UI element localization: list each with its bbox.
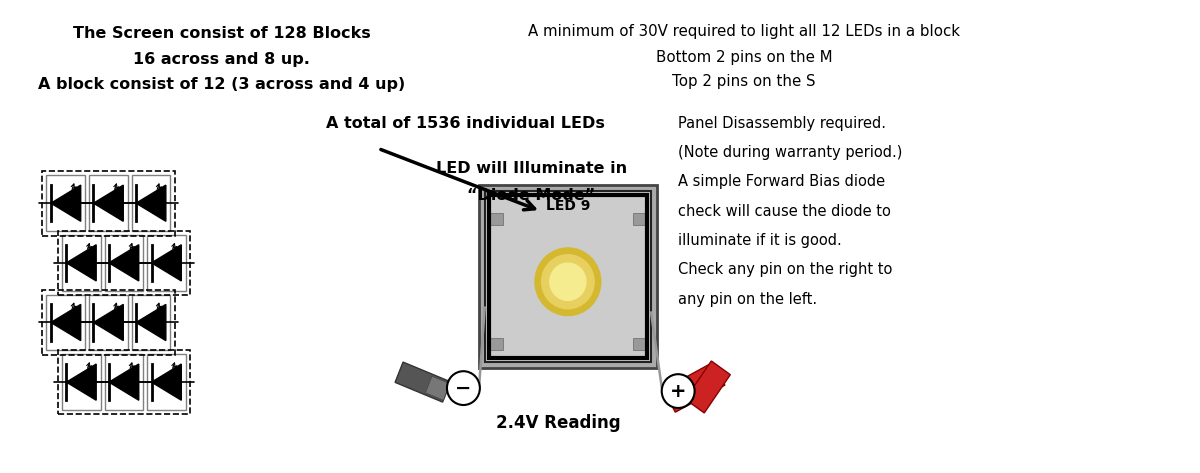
Bar	[132, 295, 170, 350]
Text: Top 2 pins on the S: Top 2 pins on the S	[672, 74, 816, 89]
Bar	[58, 230, 190, 295]
Text: A minimum of 30V required to light all 12 LEDs in a block: A minimum of 30V required to light all 1…	[528, 24, 960, 39]
Bar	[62, 235, 101, 291]
Bar	[58, 350, 190, 414]
Circle shape	[661, 374, 695, 408]
Polygon shape	[395, 362, 450, 402]
Bar	[479, 185, 656, 368]
Text: The Screen consist of 128 Blocks: The Screen consist of 128 Blocks	[73, 26, 371, 41]
Bar	[485, 191, 652, 362]
Bar	[104, 354, 143, 410]
Bar	[132, 175, 170, 231]
Polygon shape	[94, 185, 124, 221]
Circle shape	[446, 371, 480, 405]
Bar	[632, 213, 647, 225]
Text: LED 9: LED 9	[546, 199, 590, 213]
Bar	[42, 290, 175, 355]
Bar	[47, 295, 85, 350]
Polygon shape	[136, 185, 166, 221]
Text: check will cause the diode to: check will cause the diode to	[678, 204, 892, 219]
Text: 2.4V Reading: 2.4V Reading	[496, 414, 620, 432]
Polygon shape	[151, 364, 181, 400]
Bar	[62, 354, 101, 410]
Circle shape	[535, 248, 601, 315]
Text: Check any pin on the right to: Check any pin on the right to	[678, 263, 893, 277]
Bar	[47, 175, 85, 231]
Polygon shape	[136, 305, 166, 341]
Text: LED will Illuminate in: LED will Illuminate in	[436, 161, 626, 176]
Polygon shape	[109, 364, 139, 400]
Bar	[148, 235, 186, 291]
Polygon shape	[151, 245, 181, 281]
Polygon shape	[66, 245, 96, 281]
Bar	[42, 171, 175, 236]
Circle shape	[550, 263, 586, 300]
Text: any pin on the left.: any pin on the left.	[678, 292, 817, 307]
Polygon shape	[685, 361, 731, 413]
Text: A block consist of 12 (3 across and 4 up): A block consist of 12 (3 across and 4 up…	[38, 77, 406, 92]
Polygon shape	[664, 362, 725, 412]
Bar	[490, 213, 503, 225]
Polygon shape	[66, 364, 96, 400]
Circle shape	[541, 254, 594, 309]
Text: illuminate if it is good.: illuminate if it is good.	[678, 233, 842, 248]
Bar	[104, 235, 143, 291]
Bar	[488, 195, 647, 358]
Text: +: +	[670, 382, 686, 401]
Bar	[89, 295, 127, 350]
Polygon shape	[50, 185, 80, 221]
Text: A simple Forward Bias diode: A simple Forward Bias diode	[678, 175, 886, 189]
Text: (Note during warranty period.): (Note during warranty period.)	[678, 145, 902, 160]
Bar	[490, 338, 503, 350]
Bar	[89, 175, 127, 231]
Text: A total of 1536 individual LEDs: A total of 1536 individual LEDs	[326, 116, 605, 131]
Polygon shape	[50, 305, 80, 341]
Bar	[148, 354, 186, 410]
Bar	[632, 338, 647, 350]
Text: Panel Disassembly required.: Panel Disassembly required.	[678, 116, 886, 131]
Text: 16 across and 8 up.: 16 across and 8 up.	[133, 52, 310, 67]
Polygon shape	[109, 245, 139, 281]
Text: −: −	[455, 378, 472, 398]
Polygon shape	[94, 305, 124, 341]
Text: “Diode Mode”: “Diode Mode”	[467, 188, 595, 203]
Text: Bottom 2 pins on the M: Bottom 2 pins on the M	[655, 50, 833, 65]
Polygon shape	[426, 376, 450, 400]
